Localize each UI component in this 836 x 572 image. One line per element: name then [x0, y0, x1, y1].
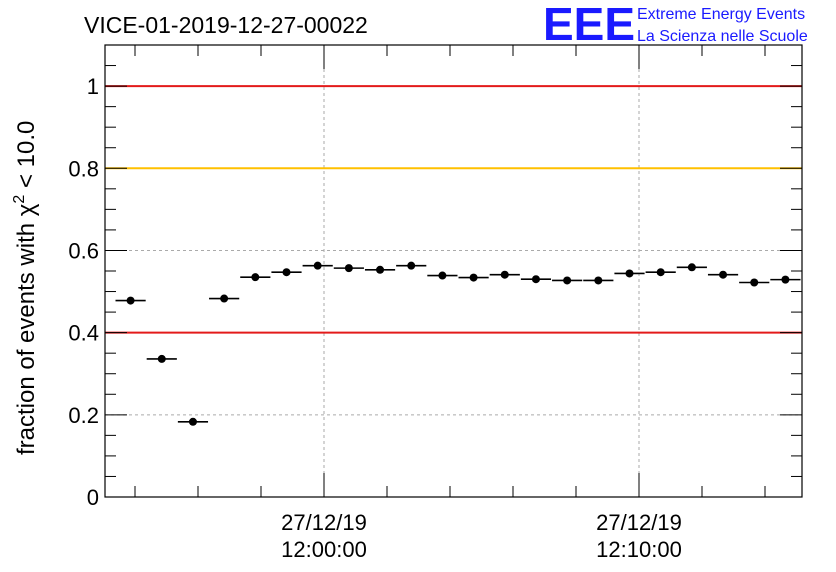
data-point: [676, 263, 707, 272]
data-point: [583, 276, 614, 285]
data-point: [489, 270, 520, 279]
data-point: [209, 294, 240, 303]
data-points: [115, 261, 801, 426]
eee-logo-line2: La Scienza nelle Scuole: [637, 28, 808, 45]
eee-logo-line1: Extreme Energy Events: [637, 6, 805, 23]
data-point: [770, 275, 801, 284]
y-tick-label: 0.4: [68, 321, 99, 346]
data-point: [177, 417, 209, 426]
y-tick-labels: 0 0.2 0.4 0.6 0.8 1: [68, 74, 99, 510]
data-point: [364, 265, 396, 274]
data-point: [302, 261, 333, 270]
data-point-marker: [220, 294, 229, 303]
data-point-marker: [719, 270, 728, 279]
x-tick-label-date: 27/12/19: [596, 510, 682, 535]
data-point-marker: [500, 270, 509, 279]
data-point: [739, 278, 770, 287]
y-axis-label: fraction of events with χ2 < 10.0: [11, 121, 40, 455]
data-point: [520, 275, 552, 284]
data-point: [333, 264, 364, 273]
data-point-marker: [750, 278, 759, 287]
x-tick-label-time: 12:00:00: [281, 537, 367, 562]
chart-title: VICE-01-2019-12-27-00022: [84, 12, 368, 38]
data-point: [707, 270, 739, 279]
data-point-marker: [157, 354, 166, 363]
x-tick-label-date: 27/12/19: [281, 510, 367, 535]
data-point-marker: [656, 268, 665, 277]
data-point: [552, 276, 583, 285]
y-tick-label: 0.8: [68, 156, 99, 181]
data-point: [146, 354, 177, 363]
x-tick-label-time: 12:10:00: [596, 537, 682, 562]
y-axis-label-main: fraction of events with χ: [13, 203, 40, 455]
y-axis-label-tail: < 10.0: [13, 121, 40, 195]
data-point-marker: [251, 273, 260, 282]
y-tick-label: 1: [87, 74, 99, 99]
data-point-marker: [126, 296, 135, 305]
plot-frame: [104, 44, 803, 498]
y-tick-label: 0: [87, 485, 99, 510]
eee-logo-mark: EEE: [543, 0, 635, 50]
data-point: [645, 268, 676, 277]
data-point: [427, 271, 458, 280]
data-point-marker: [313, 261, 322, 270]
reference-lines: [105, 85, 802, 334]
data-point-marker: [282, 268, 291, 277]
data-point-marker: [625, 269, 634, 278]
data-point-marker: [344, 264, 353, 273]
axis-ticks: [105, 45, 802, 498]
data-point: [614, 269, 645, 278]
data-point-marker: [594, 276, 603, 285]
data-point-marker: [687, 263, 696, 272]
data-point: [396, 261, 427, 270]
eee-logo: EEE Extreme Energy Events La Scienza nel…: [543, 0, 808, 50]
data-point: [271, 268, 302, 277]
data-point-marker: [563, 276, 572, 285]
data-point-marker: [188, 417, 197, 426]
data-point: [458, 273, 489, 282]
data-point: [240, 273, 271, 282]
data-point-marker: [376, 265, 385, 274]
data-point-marker: [781, 275, 790, 284]
data-point-marker: [407, 261, 416, 270]
y-tick-label: 0.2: [68, 403, 99, 428]
y-axis-label-sup: 2: [11, 195, 28, 204]
grid-lines: [105, 45, 802, 497]
data-point: [115, 296, 146, 305]
y-tick-label: 0.6: [68, 238, 99, 263]
data-point-marker: [531, 275, 540, 284]
data-point-marker: [469, 273, 478, 282]
data-point-marker: [438, 271, 447, 280]
